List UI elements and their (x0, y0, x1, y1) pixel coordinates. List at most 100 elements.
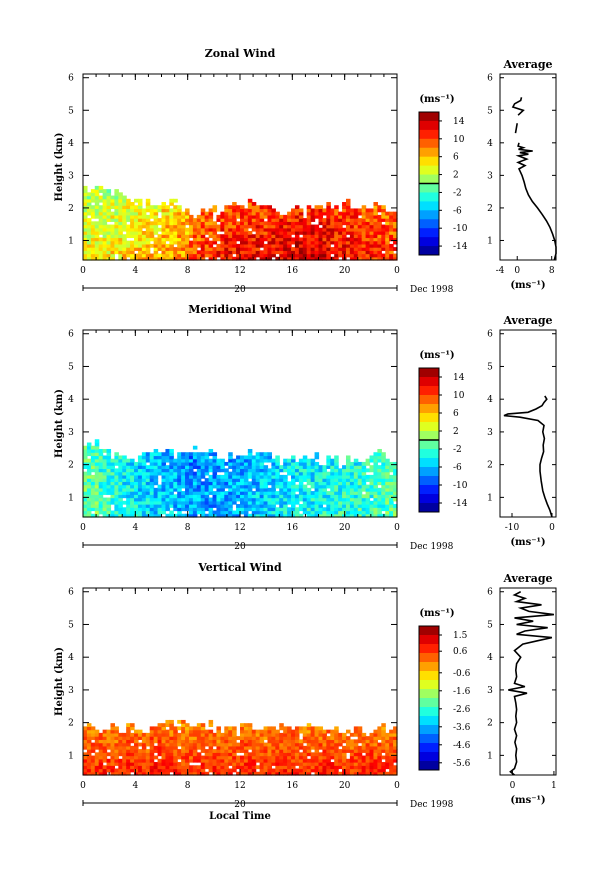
heatmap-cell (224, 471, 229, 476)
heatmap-cell (137, 211, 143, 216)
heatmap-cell (298, 507, 304, 512)
heatmap-cell (385, 758, 390, 763)
heatmap-cell (334, 221, 339, 226)
heatmap-cell (232, 758, 237, 763)
heatmap-cell (161, 758, 167, 763)
heatmap-cell (177, 478, 182, 482)
heatmap-cell (287, 749, 292, 753)
heatmap-cell (122, 487, 127, 492)
heatmap-cell (196, 739, 202, 744)
heatmap-cell (232, 247, 237, 251)
heatmap-cell (173, 726, 178, 731)
heatmap-cell (90, 192, 96, 197)
heatmap-cell (334, 765, 339, 770)
heatmap-cell (236, 742, 241, 747)
heatmap-cell (275, 500, 280, 505)
heatmap-cell (318, 762, 324, 766)
profile-y-tick-label: 4 (487, 653, 493, 663)
heatmap-cell (90, 189, 96, 193)
heatmap-cell (298, 758, 304, 763)
heatmap-cell (153, 491, 159, 495)
heatmap-cell (381, 481, 386, 486)
heatmap-cell (94, 474, 100, 479)
heatmap-cell (208, 765, 214, 770)
heatmap-cell (220, 758, 225, 763)
heatmap-cell (228, 494, 233, 499)
heatmap-cell (114, 504, 119, 508)
day-label: 20 (234, 285, 246, 295)
heatmap-cell (361, 465, 367, 470)
heatmap-cell (385, 491, 390, 495)
heatmap-cell (291, 478, 296, 482)
heatmap-cell (353, 211, 359, 216)
heatmap-cell (83, 256, 88, 261)
heatmap-cell (373, 491, 378, 495)
heatmap-cell (83, 742, 88, 747)
heatmap-cell (212, 481, 218, 486)
heatmap-cell (137, 507, 143, 512)
heatmap-cell (86, 458, 92, 463)
heatmap-cell (385, 487, 390, 492)
heatmap-cell (306, 513, 312, 518)
heatmap-cell (377, 247, 382, 251)
heatmap-cell (102, 739, 108, 744)
heatmap-cell (181, 768, 186, 773)
y-tick-label: 1 (68, 751, 74, 761)
heatmap-cell (251, 768, 257, 773)
heatmap-cell (365, 497, 371, 502)
heatmap-cell (196, 752, 202, 757)
heatmap-cell (298, 745, 304, 750)
heatmap-cell (318, 247, 324, 251)
heatmap-cell (165, 513, 170, 518)
heatmap-cell (181, 214, 186, 219)
heatmap-cell (345, 202, 351, 206)
profile-y-tick-label: 2 (487, 204, 493, 214)
heatmap-cell (263, 234, 269, 239)
heatmap-cell (287, 256, 292, 261)
heatmap-cell (263, 752, 269, 757)
heatmap-cell (200, 755, 206, 760)
heatmap-cell (369, 481, 375, 486)
heatmap-cell (204, 729, 210, 734)
heatmap-cell (114, 500, 119, 505)
heatmap-cell (122, 243, 127, 248)
heatmap-cell (196, 455, 202, 460)
heatmap-cell (259, 208, 265, 213)
profile-y-tick-label: 3 (487, 171, 493, 181)
heatmap-cell (157, 752, 163, 757)
heatmap-cell (338, 468, 343, 473)
heatmap-cell (200, 494, 206, 499)
heatmap-cell (106, 247, 112, 251)
heatmap-cell (381, 723, 386, 728)
heatmap-cell (90, 749, 96, 753)
heatmap-cell (314, 513, 320, 518)
heatmap-cell (161, 247, 167, 251)
heatmap-cell (169, 742, 174, 747)
heatmap-cell (345, 247, 351, 251)
heatmap-cell (275, 458, 280, 463)
heatmap-cell (188, 745, 194, 750)
heatmap-cell (232, 458, 237, 463)
heatmap-cell (98, 231, 104, 235)
heatmap-cell (94, 771, 100, 776)
heatmap-cell (165, 500, 170, 505)
heatmap-cell (181, 461, 186, 466)
heatmap-cell (153, 510, 159, 515)
heatmap-cell (247, 237, 253, 242)
heatmap-cell (377, 218, 382, 222)
colorbar-step (419, 174, 439, 184)
heatmap-cell (381, 726, 386, 731)
heatmap-cell (216, 234, 221, 239)
heatmap-cell (302, 253, 308, 258)
heatmap-cell (279, 723, 284, 728)
heatmap-cell (369, 762, 375, 766)
heatmap-cell (377, 471, 382, 476)
heatmap-cell (251, 256, 257, 261)
heatmap-cell (134, 481, 139, 486)
heatmap-cell (381, 465, 386, 470)
heatmap-cell (228, 745, 233, 750)
heatmap-cell (314, 474, 320, 479)
heatmap-cell (102, 208, 108, 213)
heatmap-cell (106, 250, 112, 255)
heatmap-cell (216, 510, 221, 515)
